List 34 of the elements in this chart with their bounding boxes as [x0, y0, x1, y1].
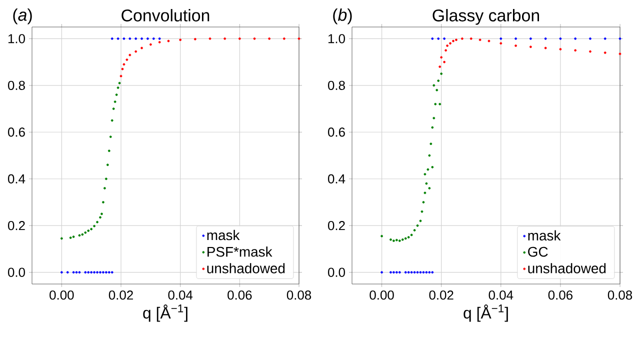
x-tick-label: 0.06	[548, 290, 572, 300]
y-tick-label: 0.6	[328, 128, 345, 137]
y-tick-label: 0.8	[328, 80, 345, 90]
x-tick-label: 0.04	[488, 290, 514, 300]
x-axis-title: q [Å$^{−1}$]	[464, 304, 508, 322]
chart-title: Convolution	[122, 9, 210, 22]
x-tick-label: 0.08	[286, 290, 312, 300]
legend-label: unshadowed	[207, 263, 285, 274]
y-tick-label: 0.0	[8, 268, 25, 277]
y-tick-label: 0.2	[8, 221, 25, 230]
y-tick-label: 0.6	[8, 128, 25, 137]
y-tick-label: 1.0	[8, 34, 25, 44]
x-axis-title: q [Å$^{−1}$]	[143, 304, 188, 322]
y-tick-label: 0.2	[328, 221, 345, 230]
x-tick-label: 0.04	[168, 290, 193, 300]
text: (a)	[13, 8, 32, 24]
legend-label: mask	[207, 230, 240, 240]
legend-label: PSF*mask	[208, 246, 272, 257]
y-tick-label: 0.4	[328, 174, 346, 184]
x-tick-label: 0.00	[50, 290, 74, 300]
x-tick-label: 0.02	[108, 290, 133, 300]
x-tick-label: 0.02	[429, 290, 454, 300]
y-tick-label: 1.0	[328, 34, 345, 44]
legend-label: mask	[528, 230, 561, 241]
legend-label: GC	[528, 246, 548, 257]
y-tick-label: 0.0	[328, 268, 345, 277]
x-tick-label: 0.08	[608, 290, 632, 300]
y-tick-label: 0.8	[8, 80, 25, 90]
x-tick-label: 0.06	[228, 290, 252, 300]
legend-label: unshadowed	[528, 263, 606, 274]
text: (b)	[333, 8, 352, 24]
chart-title: Glassy carbon	[432, 9, 539, 25]
x-tick-label: 0.00	[370, 290, 394, 300]
y-tick-label: 0.4	[8, 174, 26, 184]
